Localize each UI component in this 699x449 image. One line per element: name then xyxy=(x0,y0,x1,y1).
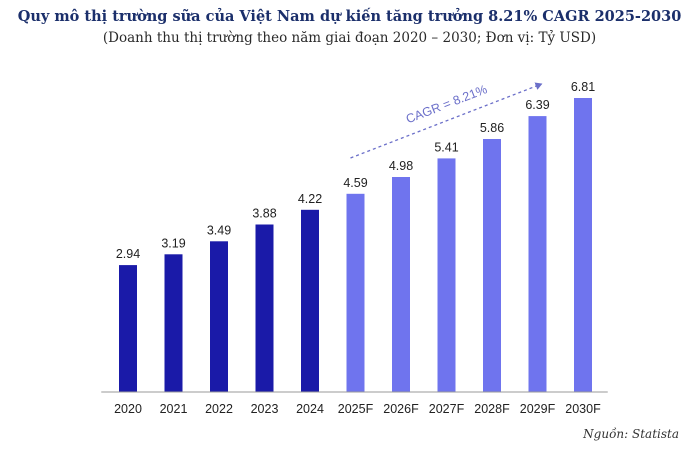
x-tick-2020: 2020 xyxy=(114,402,142,416)
source-note: Nguồn: Statista xyxy=(583,427,679,441)
bar-2028F xyxy=(483,139,501,392)
x-tick-2028F: 2028F xyxy=(474,402,510,416)
bar-2025F xyxy=(346,193,365,392)
bar-2022 xyxy=(210,241,228,392)
x-tick-2025F: 2025F xyxy=(338,402,374,416)
data-label-2021: 3.19 xyxy=(161,236,185,250)
bar-2023 xyxy=(255,224,274,392)
bar-2020 xyxy=(119,265,137,392)
chart-title: Quy mô thị trường sữa của Việt Nam dự ki… xyxy=(17,8,682,25)
x-tick-2026F: 2026F xyxy=(383,402,419,416)
data-label-2022: 3.49 xyxy=(207,223,231,237)
data-label-2029F: 6.39 xyxy=(525,98,549,112)
x-tick-2029F: 2029F xyxy=(520,402,556,416)
data-label-2023: 3.88 xyxy=(252,207,276,221)
cagr-arrow xyxy=(350,82,543,159)
bar-2021 xyxy=(164,254,183,392)
x-tick-2023: 2023 xyxy=(251,402,279,416)
data-label-2025F: 4.59 xyxy=(343,176,367,190)
x-tick-2030F: 2030F xyxy=(565,402,601,416)
data-label-2027F: 5.41 xyxy=(434,140,458,154)
cagr-annotation: CAGR = 8.21% xyxy=(404,82,489,126)
bar-2024 xyxy=(301,209,319,392)
data-label-2030F: 6.81 xyxy=(571,80,595,94)
data-label-2020: 2.94 xyxy=(116,247,140,261)
x-tick-2027F: 2027F xyxy=(429,402,465,416)
x-tick-2022: 2022 xyxy=(205,402,233,416)
chart-subtitle: (Doanh thu thị trường theo năm giai đoạn… xyxy=(102,30,597,46)
data-label-2024: 4.22 xyxy=(298,192,322,206)
bar-2026F xyxy=(392,177,410,392)
x-tick-2024: 2024 xyxy=(296,402,324,416)
data-label-2028F: 5.86 xyxy=(480,121,504,135)
bar-2029F xyxy=(528,116,547,392)
bar-2027F xyxy=(437,158,456,392)
x-tick-2021: 2021 xyxy=(160,402,188,416)
data-label-2026F: 4.98 xyxy=(389,159,413,173)
bar-2030F xyxy=(574,98,592,392)
